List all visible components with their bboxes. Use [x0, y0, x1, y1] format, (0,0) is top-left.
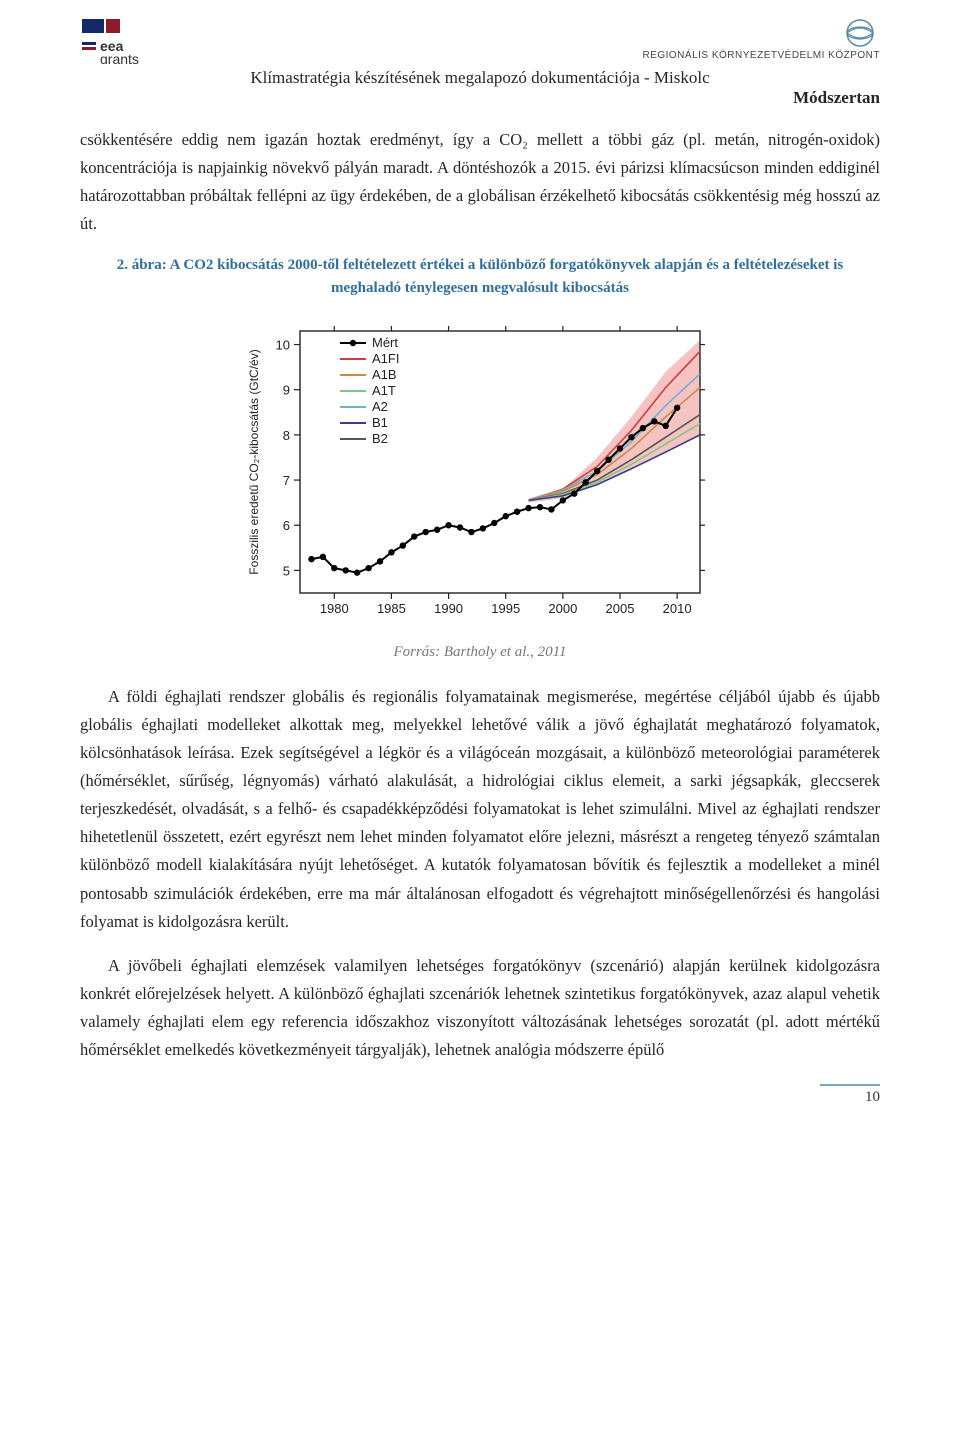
- figure-caption: 2. ábra: A CO2 kibocsátás 2000-től felté…: [80, 254, 880, 299]
- doc-title: Klímastratégia készítésének megalapozó d…: [80, 68, 880, 88]
- svg-text:B2: B2: [372, 431, 388, 446]
- svg-text:grants: grants: [100, 51, 139, 64]
- svg-text:2010: 2010: [663, 601, 692, 616]
- org-label: REGIONÁLIS KÖRNYEZETVÉDELMI KÖZPONT: [642, 50, 880, 61]
- svg-text:10: 10: [276, 338, 290, 353]
- svg-text:1990: 1990: [434, 601, 463, 616]
- svg-text:9: 9: [283, 383, 290, 398]
- paragraph-1: csökkentésére eddig nem igazán hoztak er…: [80, 126, 880, 238]
- org-logo-right: REGIONÁLIS KÖRNYEZETVÉDELMI KÖZPONT: [642, 18, 880, 61]
- svg-text:Mért: Mért: [372, 335, 398, 350]
- svg-text:Fosszilis eredetű CO₂-kibocsát: Fosszilis eredetű CO₂-kibocsátás (GtC/év…: [247, 349, 261, 574]
- page: eea grants REGIONÁLIS KÖRNYEZETVÉDELMI K…: [0, 0, 960, 1120]
- svg-text:5: 5: [283, 564, 290, 579]
- chart-container: 5 6 7 8 9 10 1980 1985 1990 1995 2000 2005 2010 Fossz…: [80, 313, 880, 628]
- svg-text:8: 8: [283, 428, 290, 443]
- co2-chart: 5 6 7 8 9 10 1980 1985 1990 1995 2000 2005 2010 Fossz…: [240, 313, 720, 628]
- doc-subtitle: Módszertan: [80, 88, 880, 108]
- svg-text:1985: 1985: [377, 601, 406, 616]
- svg-text:1980: 1980: [320, 601, 349, 616]
- svg-text:6: 6: [283, 518, 290, 533]
- svg-text:2005: 2005: [606, 601, 635, 616]
- svg-text:A2: A2: [372, 399, 388, 414]
- eea-grants-logo: eea grants: [80, 18, 160, 64]
- svg-text:2000: 2000: [548, 601, 577, 616]
- svg-text:B1: B1: [372, 415, 388, 430]
- svg-text:A1B: A1B: [372, 367, 397, 382]
- figure-source: Forrás: Bartholy et al., 2011: [80, 644, 880, 661]
- svg-text:7: 7: [283, 473, 290, 488]
- paragraph-2: A földi éghajlati rendszer globális és r…: [80, 683, 880, 935]
- header: eea grants REGIONÁLIS KÖRNYEZETVÉDELMI K…: [80, 18, 880, 64]
- svg-text:A1T: A1T: [372, 383, 396, 398]
- page-number: 10: [820, 1084, 880, 1106]
- svg-text:1995: 1995: [491, 601, 520, 616]
- svg-text:A1FI: A1FI: [372, 351, 399, 366]
- paragraph-3: A jövőbeli éghajlati elemzések valamilye…: [80, 952, 880, 1064]
